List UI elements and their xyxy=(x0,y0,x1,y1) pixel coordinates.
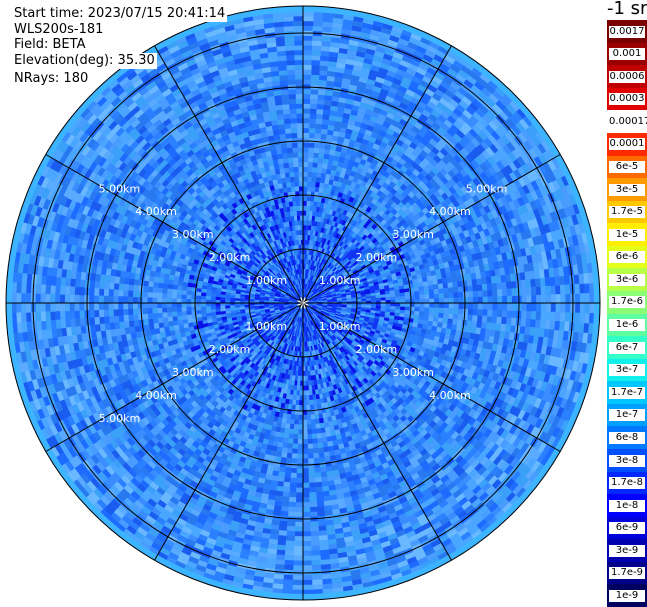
colorbar-label: 3e-5 xyxy=(609,183,645,196)
colorbar-cell: 1e-6 xyxy=(607,313,647,337)
range-label: 1.00km xyxy=(246,320,288,333)
colorbar-label: 1.7e-8 xyxy=(609,477,645,490)
range-label: 4.00km xyxy=(429,389,471,402)
range-label: 2.00km xyxy=(356,343,398,356)
colorbar-cell: 3e-8 xyxy=(607,449,647,473)
polar-radar-plot: 1.00km 1.00km 1.00km 1.00km 2.00km 2.00km 2.00… xyxy=(5,5,601,601)
colorbar-label: 1e-9 xyxy=(609,589,645,602)
range-label: 3.00km xyxy=(392,228,434,241)
start-time-label: Start time: 2023/07/15 20:41:14 xyxy=(12,6,228,22)
colorbar-cell: 3e-5 xyxy=(607,178,647,202)
range-label: 1.00km xyxy=(246,274,288,287)
colorbar-cell: 6e-5 xyxy=(607,155,647,179)
azimuth-spoke xyxy=(302,45,452,304)
range-label: 4.00km xyxy=(135,389,177,402)
colorbar-label: 0.0017 xyxy=(609,25,645,38)
colorbar-cell: 3e-6 xyxy=(607,268,647,292)
colorbar-label: 3e-6 xyxy=(609,273,645,286)
colorbar-label: 6e-7 xyxy=(609,341,645,354)
range-label: 1.00km xyxy=(319,320,361,333)
elevation-label: Elevation(deg): 35.30 xyxy=(12,53,157,69)
range-label: 3.00km xyxy=(172,366,214,379)
azimuth-spoke xyxy=(302,302,561,452)
nrays-label: NRays: 180 xyxy=(12,71,91,87)
colorbar-label: 3e-9 xyxy=(609,544,645,557)
colorbar-label: 1e-6 xyxy=(609,319,645,332)
colorbar-label: 0.0003 xyxy=(609,93,645,106)
colorbar-label: 1e-5 xyxy=(609,228,645,241)
colorbar-cell: 6e-8 xyxy=(607,426,647,450)
range-labels: 1.00km 1.00km 1.00km 1.00km 2.00km 2.00km 2.00… xyxy=(99,182,508,424)
range-label: 2.00km xyxy=(356,251,398,264)
range-label: 2.00km xyxy=(209,251,251,264)
azimuth-spoke xyxy=(302,154,561,304)
colorbar-label: 3e-7 xyxy=(609,364,645,377)
colorbar-cell: 1e-9 xyxy=(607,584,647,607)
colorbar-cell: 0.001 xyxy=(607,42,647,66)
colorbar-label: 0.0006 xyxy=(609,70,645,83)
colorbar-cell: 0.0006 xyxy=(607,65,647,89)
colorbar-cell: 6e-6 xyxy=(607,245,647,269)
range-label: 3.00km xyxy=(172,228,214,241)
range-label: 4.00km xyxy=(429,205,471,218)
colorbar-cell: 0.00017 xyxy=(607,110,647,134)
colorbar-label: 6e-5 xyxy=(609,161,645,174)
colorbar-cell: 0.0017 xyxy=(607,20,647,44)
range-label: 2.00km xyxy=(209,343,251,356)
azimuth-spoke xyxy=(154,302,304,561)
colorbar-label: 1e-8 xyxy=(609,499,645,512)
colorbar-label: 0.001 xyxy=(609,48,645,61)
colorbar-cell: 0.0001 xyxy=(607,132,647,156)
colorbar-cell: 1e-8 xyxy=(607,494,647,518)
colorbar-cell: 1.7e-9 xyxy=(607,561,647,585)
colorbar-label: 0.0001 xyxy=(609,138,645,151)
azimuth-spoke xyxy=(154,45,304,304)
field-label: Field: BETA xyxy=(12,37,88,53)
range-label: 1.00km xyxy=(319,274,361,287)
colorbar-label: 6e-6 xyxy=(609,251,645,264)
colorbar-cell: 1.7e-7 xyxy=(607,381,647,405)
instrument-label: WLS200s-181 xyxy=(12,22,106,38)
colorbar-cell: 1e-5 xyxy=(607,223,647,247)
range-label: 5.00km xyxy=(99,182,141,195)
colorbar-cell: 3e-9 xyxy=(607,539,647,563)
colorbar-label: 1.7e-5 xyxy=(609,206,645,219)
colorbar-label: 1.7e-9 xyxy=(609,567,645,580)
colorbar-cell: 1.7e-8 xyxy=(607,471,647,495)
colorbar-label: 1e-7 xyxy=(609,409,645,422)
colorbar-cell: 0.0003 xyxy=(607,87,647,111)
colorbar-label: 6e-9 xyxy=(609,522,645,535)
colorbar-cell: 6e-9 xyxy=(607,516,647,540)
colorbar-label: 0.00017 xyxy=(609,115,647,128)
colorbar-label: 6e-8 xyxy=(609,431,645,444)
colorbar-cell: 1.7e-6 xyxy=(607,290,647,314)
azimuth-spoke xyxy=(302,302,452,561)
colorbar-label: 1.7e-6 xyxy=(609,296,645,309)
azimuth-spoke xyxy=(45,302,304,452)
range-grid xyxy=(5,5,601,601)
range-label: 5.00km xyxy=(466,182,508,195)
colorbar-title: -1 sr xyxy=(607,0,647,19)
colorbar-cell: 1.7e-5 xyxy=(607,200,647,224)
colorbar-cell: 6e-7 xyxy=(607,336,647,360)
colorbar-cell: 1e-7 xyxy=(607,403,647,427)
range-label: 5.00km xyxy=(99,412,141,425)
colorbar-label: 1.7e-7 xyxy=(609,386,645,399)
colorbar-label: 3e-8 xyxy=(609,454,645,467)
range-label: 4.00km xyxy=(135,205,177,218)
azimuth-spoke xyxy=(45,154,304,304)
range-label: 3.00km xyxy=(392,366,434,379)
colorbar-cell: 3e-7 xyxy=(607,358,647,382)
